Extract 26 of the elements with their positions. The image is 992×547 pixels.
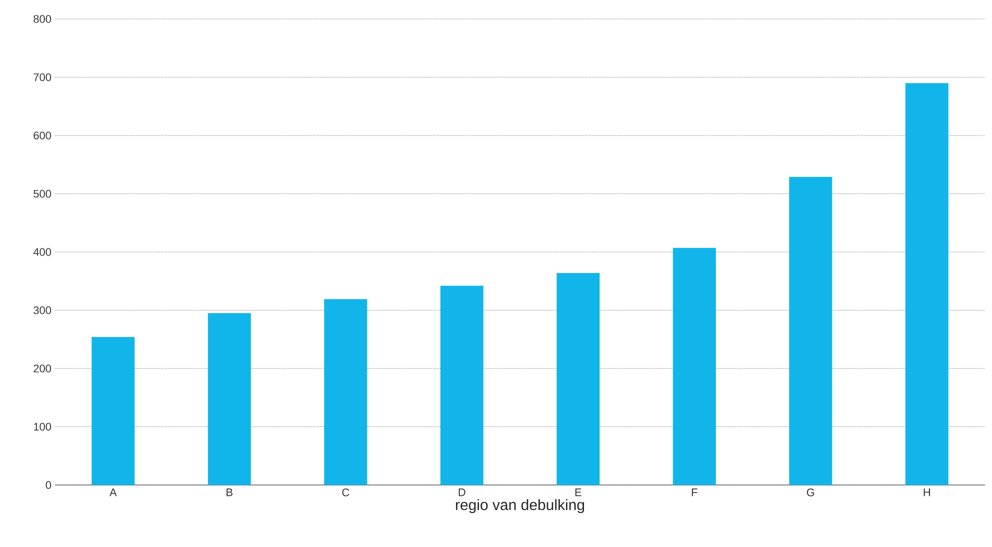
bar (905, 83, 948, 485)
x-tick-label: F (692, 488, 698, 496)
x-tick-label: B (226, 488, 232, 496)
y-tick-label: 700 (34, 73, 52, 82)
y-tick-label: 600 (34, 132, 52, 140)
x-tick-label: A (109, 488, 117, 496)
bar (556, 272, 600, 485)
y-tick-label: 300 (34, 306, 52, 314)
x-tick-label: D (458, 488, 466, 496)
x-tick-label: C (342, 488, 350, 496)
y-tick-label: 0 (46, 481, 52, 489)
y-tick-label: 400 (33, 248, 52, 256)
bar (324, 299, 368, 485)
bar (440, 286, 484, 485)
x-tick-label: G (806, 488, 814, 496)
y-tick-label: 500 (34, 190, 52, 198)
x-axis-title: regio van debulking (456, 499, 584, 514)
x-tick-label: H (924, 488, 930, 496)
bar (672, 248, 716, 485)
bar (92, 337, 135, 485)
bar (208, 313, 251, 485)
y-tick-label: 800 (34, 15, 52, 23)
y-tick-label: 200 (34, 364, 52, 372)
y-tick-label: 100 (34, 422, 52, 431)
x-tick-label: E (575, 488, 582, 496)
bar (789, 176, 832, 485)
